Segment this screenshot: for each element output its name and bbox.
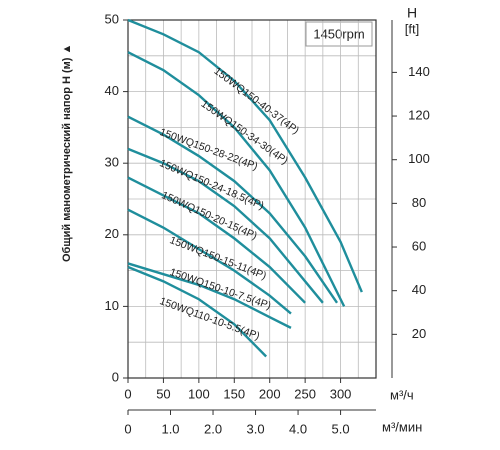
y-tick-label: 10 xyxy=(105,298,119,313)
pump-curve xyxy=(127,147,324,304)
pump-curve xyxy=(127,18,363,293)
x-tick-label: 0 xyxy=(124,386,131,401)
y2-tick-label: 80 xyxy=(412,195,426,210)
y-tick-label: 30 xyxy=(105,155,119,170)
x2-tick-label: 1.0 xyxy=(161,421,179,436)
pump-curve xyxy=(127,208,292,315)
x-tick-label: 100 xyxy=(188,386,210,401)
x-unit: м³/ч xyxy=(390,387,414,402)
y-tick-label: 50 xyxy=(105,11,119,26)
y-tick-label: 0 xyxy=(112,369,119,384)
speed-note: 1450rpm xyxy=(313,26,364,41)
y2-unit: [ft] xyxy=(405,21,419,36)
x-tick-label: 50 xyxy=(156,386,170,401)
x2-tick-label: 3.0 xyxy=(247,421,265,436)
y2-title: H xyxy=(407,5,417,21)
pump-curve xyxy=(127,51,346,307)
x-tick-label: 150 xyxy=(223,386,245,401)
pump-curve xyxy=(127,265,268,358)
x2-tick-label: 2.0 xyxy=(204,421,222,436)
y2-tick-label: 140 xyxy=(408,64,430,79)
x-tick-label: 300 xyxy=(330,386,352,401)
y-tick-label: 20 xyxy=(105,226,119,241)
y2-tick-label: 60 xyxy=(412,238,426,253)
x-tick-label: 200 xyxy=(259,386,281,401)
speed-box xyxy=(305,21,373,47)
y2-tick-label: 40 xyxy=(412,282,426,297)
pump-curve xyxy=(127,115,339,304)
x2-unit: м³/мин xyxy=(382,419,422,434)
y2-tick-label: 20 xyxy=(412,326,426,341)
y-tick-label: 40 xyxy=(105,83,119,98)
pump-curve xyxy=(127,262,292,329)
x2-tick-label: 5.0 xyxy=(332,421,350,436)
plot-frame xyxy=(127,19,377,379)
y-axis-label: Общий манометрический напор H (м) ▲ xyxy=(61,44,73,262)
y2-tick-label: 100 xyxy=(408,151,430,166)
x-tick-label: 250 xyxy=(294,386,316,401)
x2-tick-label: 4.0 xyxy=(289,421,307,436)
x2-tick-label: 0 xyxy=(124,421,131,436)
pump-curve xyxy=(127,176,306,304)
y2-tick-label: 120 xyxy=(408,107,430,122)
